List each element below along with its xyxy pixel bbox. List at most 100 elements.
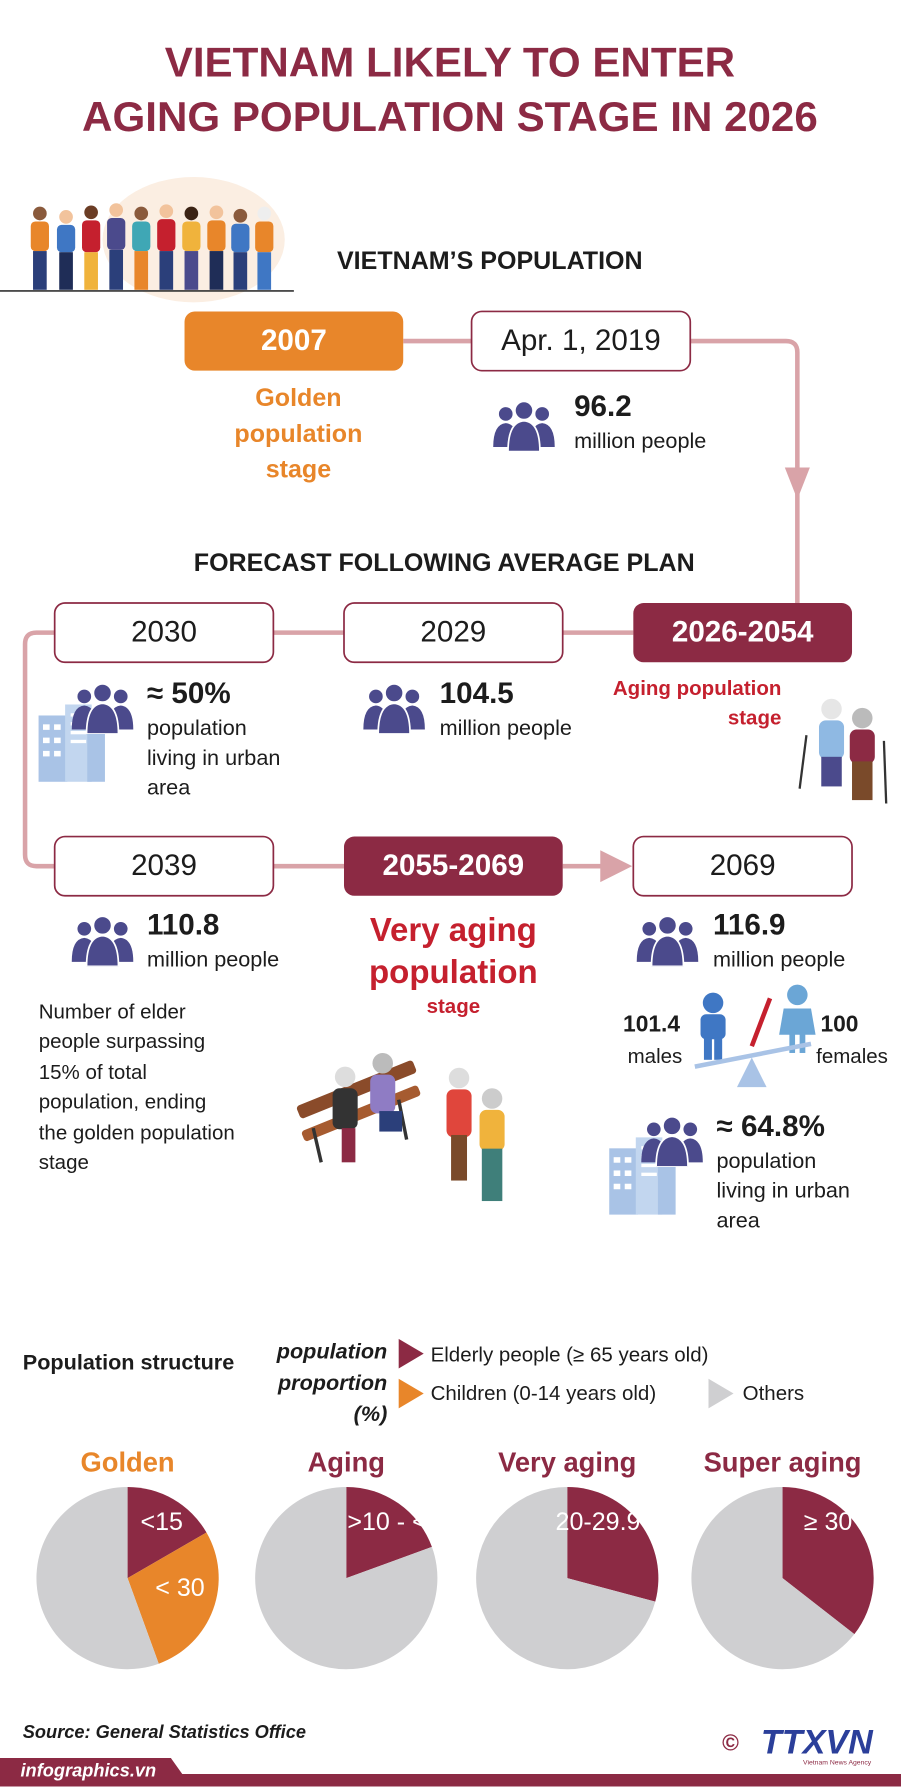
site: infographics.vn bbox=[21, 1761, 157, 1781]
pie-title: Golden bbox=[81, 1446, 175, 1477]
stage-label: stage bbox=[728, 707, 782, 730]
note-text: stage bbox=[39, 1151, 89, 1174]
proportion-label: (%) bbox=[354, 1401, 388, 1426]
stage-label: stage bbox=[427, 995, 481, 1018]
people-icon bbox=[635, 915, 700, 967]
title: VIETNAM LIKELY TO ENTER bbox=[165, 39, 735, 86]
section-heading: VIETNAM’S POPULATION bbox=[337, 247, 643, 275]
pie-label: ≥ 30 bbox=[804, 1508, 853, 1536]
stage-label: Aging population bbox=[613, 677, 782, 700]
ratio-value: 100 bbox=[820, 1011, 858, 1037]
pie-label: 20-29.9 bbox=[556, 1508, 641, 1536]
note-text: 15% of total bbox=[39, 1061, 147, 1084]
people-icon bbox=[492, 400, 556, 452]
urban-text: population bbox=[147, 715, 247, 740]
ratio-label: females bbox=[816, 1045, 888, 1068]
population-value: 96.2 bbox=[574, 390, 632, 423]
year-label: 2069 bbox=[710, 849, 776, 882]
pie-title: Very aging bbox=[498, 1446, 636, 1477]
copyright: © bbox=[722, 1729, 739, 1755]
year-label: 2055-2069 bbox=[383, 849, 525, 882]
footer-bar bbox=[0, 1758, 901, 1787]
pie-slice bbox=[127, 1486, 207, 1579]
stage-label: Golden bbox=[255, 384, 341, 412]
stage-label: stage bbox=[266, 456, 332, 484]
people-icon bbox=[70, 683, 135, 735]
urban-text: area bbox=[716, 1207, 760, 1232]
pie-slice bbox=[255, 1486, 438, 1670]
note-text: the golden population bbox=[39, 1121, 235, 1144]
source: Source: General Statistics Office bbox=[23, 1722, 306, 1742]
footer-tab bbox=[0, 1758, 185, 1787]
year-box bbox=[632, 835, 853, 897]
population-value: 104.5 bbox=[440, 677, 514, 710]
pies: Golden <15 < 30 Aging >10 - <20 Very aging 20-… bbox=[36, 1446, 874, 1670]
legend-swatch bbox=[398, 1338, 424, 1369]
population-unit: million people bbox=[147, 946, 279, 971]
people-icon bbox=[640, 1115, 704, 1167]
urban-text: living in urban bbox=[716, 1178, 849, 1203]
structure-title: Population structure bbox=[23, 1350, 234, 1375]
year-box bbox=[343, 602, 564, 664]
urban-share: ≈ 64.8% bbox=[716, 1110, 824, 1143]
pie-title: Aging bbox=[308, 1446, 385, 1477]
ratio-label: males bbox=[628, 1045, 683, 1068]
year-box bbox=[470, 310, 692, 372]
population-unit: million people bbox=[574, 428, 706, 453]
year-label: 2029 bbox=[420, 616, 486, 649]
note-text: population, ending bbox=[39, 1091, 207, 1114]
urban-share: ≈ 50% bbox=[147, 677, 231, 710]
proportion-label: population bbox=[276, 1338, 388, 1363]
year-box bbox=[53, 602, 275, 664]
stage-label: Very aging bbox=[370, 911, 537, 948]
title: AGING POPULATION STAGE IN 2026 bbox=[82, 93, 818, 140]
year-box bbox=[53, 835, 275, 897]
year-label: 2039 bbox=[131, 849, 197, 882]
year-box bbox=[343, 836, 563, 896]
legend-swatch bbox=[708, 1378, 734, 1409]
stage-label: population bbox=[234, 420, 362, 448]
year-label: 2026-2054 bbox=[672, 616, 814, 649]
pie-slice bbox=[346, 1486, 432, 1579]
urban-text: area bbox=[147, 774, 191, 799]
population-unit: million people bbox=[713, 946, 845, 971]
ratio-value: 101.4 bbox=[623, 1011, 680, 1037]
urban-text: population bbox=[716, 1148, 816, 1173]
pie-slice bbox=[36, 1486, 159, 1670]
year-label: 2007 bbox=[261, 324, 327, 357]
year-box bbox=[184, 311, 404, 371]
year-label: Apr. 1, 2019 bbox=[501, 324, 661, 357]
note-text: people surpassing bbox=[39, 1030, 205, 1053]
pie-slice bbox=[567, 1486, 659, 1602]
year-box bbox=[633, 603, 853, 663]
crowd-illustration bbox=[0, 177, 294, 303]
population-value: 116.9 bbox=[713, 908, 785, 941]
elderly-couple-illustration bbox=[798, 698, 888, 804]
stage-label: population bbox=[369, 953, 538, 990]
legend-label: Others bbox=[743, 1382, 805, 1405]
legend-label: Elderly people (≥ 65 years old) bbox=[431, 1343, 709, 1366]
urban-text: living in urban bbox=[147, 745, 280, 770]
pie-title: Super aging bbox=[704, 1446, 862, 1477]
pie-label: < 30 bbox=[155, 1574, 204, 1602]
note-text: Number of elder bbox=[39, 1001, 186, 1024]
population-unit: million people bbox=[440, 715, 572, 740]
legend-label: Children (0-14 years old) bbox=[431, 1382, 657, 1405]
section-heading: FORECAST FOLLOWING AVERAGE PLAN bbox=[194, 549, 695, 577]
year-label: 2030 bbox=[131, 616, 197, 649]
pie-slice bbox=[782, 1486, 874, 1635]
bench-illustration bbox=[296, 1052, 505, 1202]
pie-slice bbox=[127, 1532, 219, 1664]
population-value: 110.8 bbox=[147, 908, 219, 941]
pie-slice bbox=[476, 1486, 656, 1670]
pie-label: <15 bbox=[140, 1508, 183, 1536]
proportion-label: proportion bbox=[277, 1370, 387, 1395]
pie-slice bbox=[691, 1486, 855, 1670]
pie-label: >10 - <20 bbox=[347, 1508, 454, 1536]
gender-balance-illustration bbox=[694, 984, 816, 1088]
logo-subtitle: Vietnam News Agency bbox=[803, 1759, 872, 1766]
logo: TTXVN bbox=[761, 1723, 874, 1761]
legend-swatch bbox=[398, 1378, 424, 1409]
